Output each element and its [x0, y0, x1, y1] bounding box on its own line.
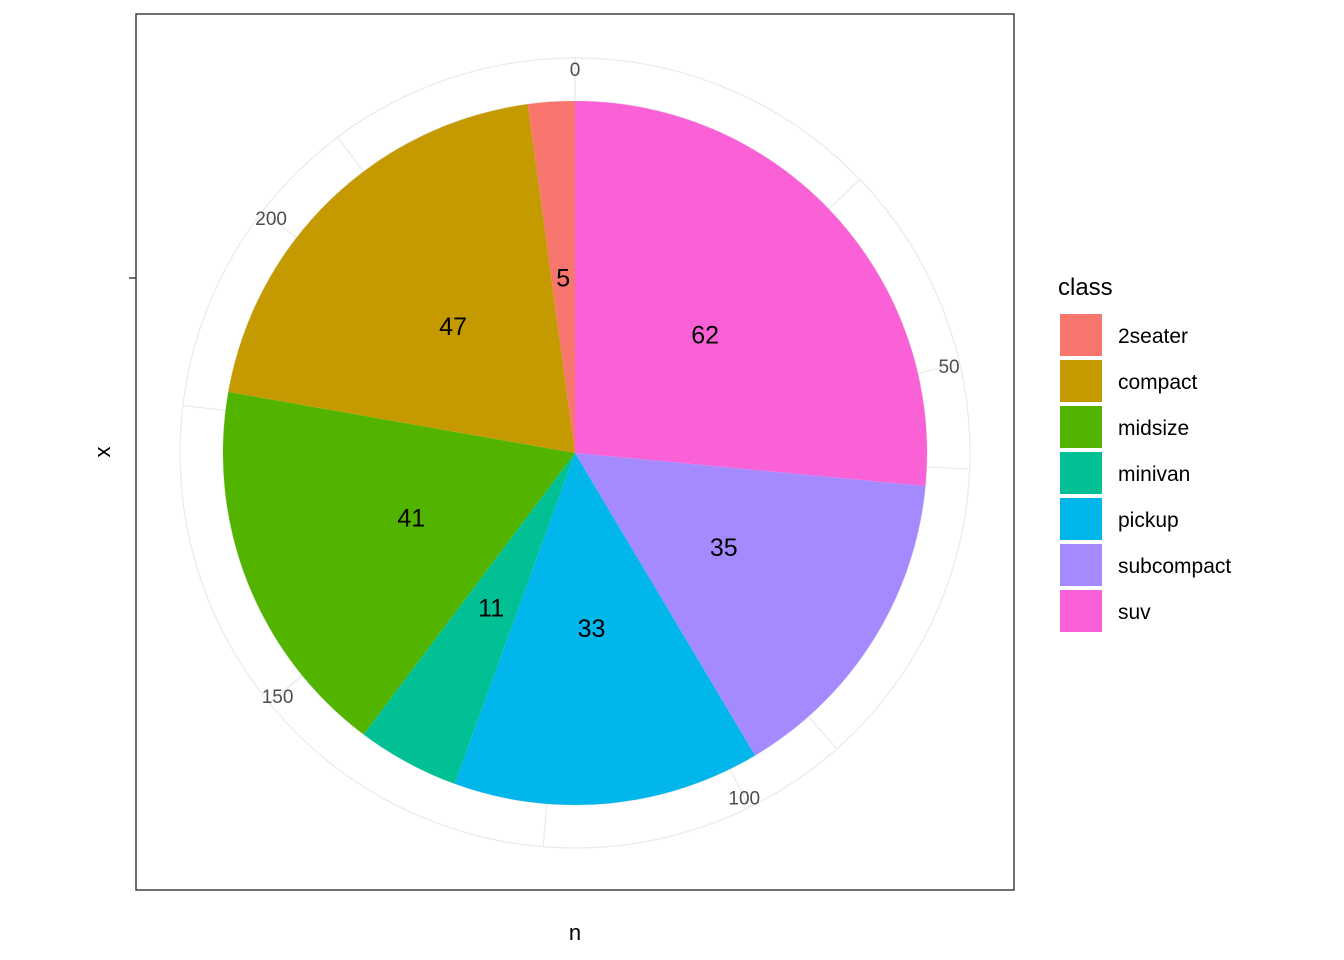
slice-label-pickup: 33: [578, 615, 606, 643]
legend-key-compact: [1060, 360, 1102, 402]
pie-slice-compact: [228, 104, 576, 453]
pie-slice-pickup: [454, 453, 756, 805]
legend-label-midsize: midsize: [1118, 417, 1189, 440]
legend-title: class: [1058, 274, 1113, 301]
theta-tick-label: 0: [570, 60, 581, 81]
angular-tick-labels: 0 50 100 150 200: [255, 60, 959, 810]
theta-tick-label: 200: [255, 209, 287, 230]
theta-tick-label: 150: [262, 687, 294, 708]
pie-slice-minivan: [363, 453, 575, 784]
legend: class 2seater compact midsize minivan pickup…: [1058, 274, 1231, 632]
panel-border: [135, 13, 1015, 891]
y-axis-title: x: [90, 447, 115, 458]
x-axis-title: n: [569, 920, 581, 945]
legend-key-midsize: [1060, 406, 1102, 448]
legend-label-pickup: pickup: [1118, 509, 1179, 532]
legend-label-minivan: minivan: [1118, 463, 1190, 486]
legend-label-subcompact: subcompact: [1118, 555, 1231, 578]
legend-label-2seater: 2seater: [1118, 325, 1188, 348]
pie-slice-2seater: [527, 101, 575, 453]
legend-key-suv: [1060, 590, 1102, 632]
theta-tick-label: 50: [938, 357, 959, 378]
legend-label-suv: suv: [1118, 601, 1151, 624]
legend-key-minivan: [1060, 452, 1102, 494]
pie-slices: [223, 101, 927, 805]
pie-slice-midsize: [223, 391, 576, 735]
legend-key-subcompact: [1060, 544, 1102, 586]
legend-key-2seater: [1060, 314, 1102, 356]
slice-label-suv: 62: [691, 322, 719, 350]
legend-key-pickup: [1060, 498, 1102, 540]
slice-label-2seater: 5: [556, 264, 570, 292]
slice-labels: 62 35 33 11 41 47 5: [397, 264, 737, 643]
legend-label-compact: compact: [1118, 371, 1198, 394]
slice-label-minivan: 11: [478, 595, 504, 623]
slice-label-compact: 47: [439, 313, 467, 341]
theta-tick-label: 100: [728, 789, 760, 810]
pie-slice-subcompact: [575, 453, 926, 756]
pie-slice-suv: [575, 101, 927, 487]
slice-label-midsize: 41: [397, 505, 425, 533]
slice-label-subcompact: 35: [710, 534, 738, 562]
